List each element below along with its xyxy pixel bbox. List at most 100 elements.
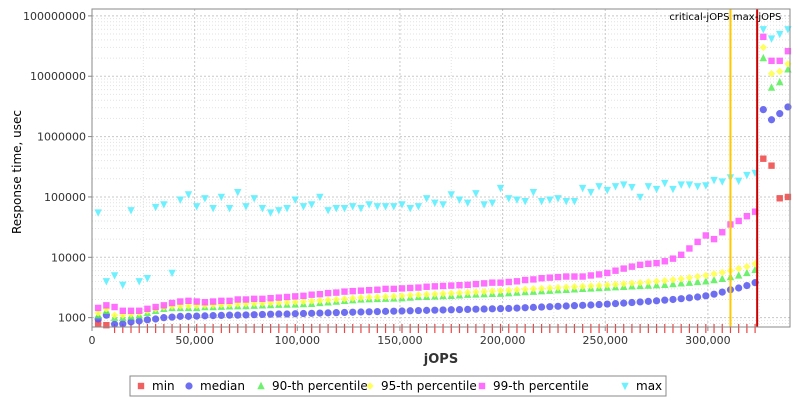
data-point-max [702, 182, 710, 190]
data-point-99-th-percentile [595, 271, 603, 278]
data-point-95-th-percentile [422, 290, 431, 299]
data-point-99-th-percentile [283, 293, 291, 301]
data-point-99-th-percentile [250, 295, 258, 303]
data-point-min [768, 162, 775, 169]
data-point-95-th-percentile [340, 295, 349, 303]
data-point-99-th-percentile [324, 289, 332, 297]
data-point-99-th-percentile [645, 260, 652, 268]
data-point-95-th-percentile [349, 294, 357, 302]
data-point-99-th-percentile [521, 276, 529, 284]
data-point-95-th-percentile [480, 287, 488, 296]
data-point-99-th-percentile [119, 307, 126, 314]
data-point-95-th-percentile [718, 268, 726, 277]
data-point-99-th-percentile [505, 278, 512, 286]
data-point-max [357, 205, 365, 213]
data-point-99-th-percentile [333, 289, 340, 296]
data-point-95-th-percentile [398, 292, 406, 300]
data-point-90-th-percentile [776, 77, 784, 86]
data-point-max [332, 205, 340, 213]
data-point-median [652, 297, 661, 305]
data-point-median [332, 309, 340, 317]
data-point-95-th-percentile [759, 43, 768, 52]
data-point-95-th-percentile [669, 276, 677, 284]
data-point-95-th-percentile [307, 297, 316, 305]
data-point-max [398, 201, 406, 209]
data-point-99-th-percentile [349, 287, 356, 295]
data-point-max [505, 195, 513, 203]
data-point-max [176, 196, 184, 204]
data-point-90-th-percentile [710, 275, 718, 284]
data-point-99-th-percentile [111, 303, 118, 311]
data-point-max [496, 184, 505, 193]
data-point-99-th-percentile [415, 284, 422, 291]
data-point-median [340, 308, 349, 317]
data-point-median [685, 294, 694, 302]
data-point-99-th-percentile [267, 295, 274, 302]
data-point-90-th-percentile [759, 53, 768, 62]
data-point-99-th-percentile [398, 285, 406, 292]
data-point-median [135, 317, 143, 325]
data-point-90-th-percentile [677, 279, 685, 287]
data-point-99-th-percentile [160, 302, 168, 309]
data-point-median [694, 293, 702, 301]
data-point-99-th-percentile [587, 272, 595, 279]
data-point-max [636, 193, 644, 202]
data-point-95-th-percentile [455, 289, 464, 297]
data-point-median [283, 310, 291, 318]
data-point-99-th-percentile [653, 259, 660, 267]
data-point-max [628, 184, 636, 192]
data-point-95-th-percentile [299, 297, 308, 306]
data-point-95-th-percentile [702, 271, 710, 280]
legend-label-min: min [152, 379, 175, 393]
data-point-median [217, 311, 225, 319]
data-point-99-th-percentile [497, 279, 504, 286]
data-point-min [103, 321, 110, 329]
data-point-99-th-percentile [193, 298, 200, 305]
data-point-median [759, 105, 767, 114]
data-point-max [266, 209, 275, 217]
data-point-median [398, 307, 406, 315]
data-point-99-th-percentile [669, 255, 677, 262]
data-point-99-th-percentile [423, 283, 430, 290]
data-point-95-th-percentile [316, 296, 324, 305]
data-point-median [160, 314, 168, 322]
data-point-95-th-percentile [357, 293, 365, 302]
data-point-95-th-percentile [217, 300, 226, 309]
data-point-99-th-percentile [300, 292, 307, 300]
data-point-median [677, 295, 685, 303]
legend-label-median: median [200, 379, 245, 393]
data-point-min [94, 320, 102, 327]
data-point-max [275, 207, 283, 215]
legend: min median 90-th percentile 95-th percentil… [129, 375, 667, 397]
data-point-median [275, 310, 283, 318]
data-point-median [529, 303, 537, 311]
data-point-median [225, 311, 234, 319]
data-point-95-th-percentile [743, 262, 751, 271]
data-point-99-th-percentile [472, 280, 480, 288]
data-point-median [505, 304, 513, 313]
data-point-max [143, 275, 152, 283]
data-point-99-th-percentile [743, 212, 751, 220]
data-point-95-th-percentile [447, 289, 455, 297]
data-point-max [110, 272, 119, 280]
plot-border [91, 8, 791, 328]
data-point-median [414, 306, 423, 315]
data-point-median [143, 316, 152, 324]
data-point-median [357, 308, 365, 316]
data-point-max [365, 201, 373, 209]
data-point-99-th-percentile [94, 304, 102, 312]
data-point-95-th-percentile [529, 285, 538, 293]
data-point-median [464, 305, 472, 313]
data-point-median [176, 312, 184, 320]
plot-area: critical-jOPS max-jOPS [91, 9, 792, 333]
data-point-95-th-percentile [685, 273, 694, 282]
data-point-median [628, 298, 636, 307]
data-point-95-th-percentile [381, 292, 390, 301]
data-point-median [431, 306, 439, 314]
data-point-99-th-percentile [686, 245, 693, 252]
data-point-95-th-percentile [505, 286, 513, 294]
data-point-95-th-percentile [431, 290, 439, 298]
legend-marker-95-th-percentile [366, 382, 374, 390]
data-point-median [767, 116, 776, 124]
data-point-99-th-percentile [103, 302, 110, 309]
